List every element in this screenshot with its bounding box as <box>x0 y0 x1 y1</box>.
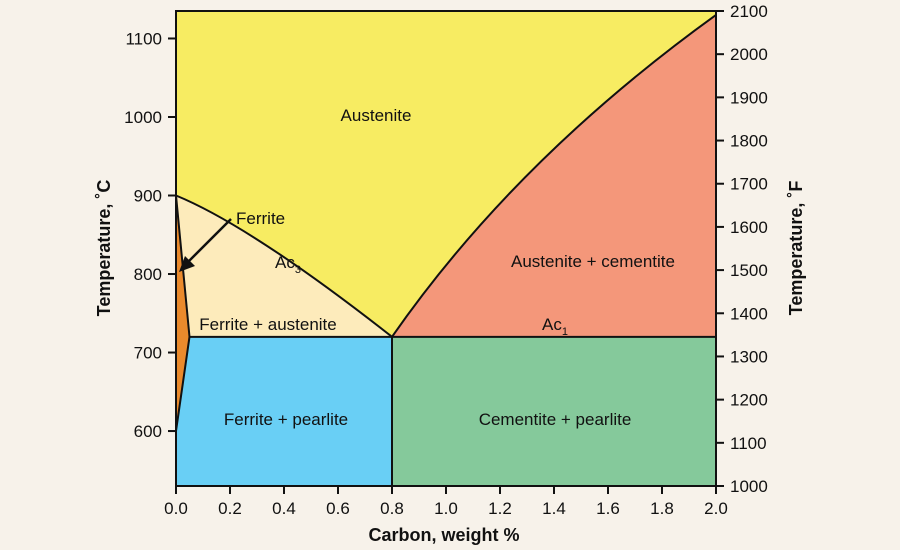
bottom-tick-label: 0.2 <box>218 499 242 518</box>
bottom-tick-label: 1.2 <box>488 499 512 518</box>
region-austenite <box>176 11 716 337</box>
bottom-tick-label: 0.4 <box>272 499 296 518</box>
bottom-tick-label: 2.0 <box>704 499 728 518</box>
right-tick-label: 2000 <box>730 45 768 64</box>
bottom-tick-label: 1.0 <box>434 499 458 518</box>
right-tick-label: 1700 <box>730 175 768 194</box>
x-axis-title: Carbon, weight % <box>368 525 519 545</box>
region-ferrite-austenite <box>176 195 392 337</box>
bottom-tick-label: 1.6 <box>596 499 620 518</box>
right-tick-label: 1000 <box>730 477 768 496</box>
bottom-tick-label: 0.0 <box>164 499 188 518</box>
label-ferrite-pearlite: Ferrite + pearlite <box>224 410 348 429</box>
label-ac3: Ac3 <box>275 253 301 276</box>
label-austenite: Austenite <box>341 106 412 125</box>
bottom-tick-label: 1.8 <box>650 499 674 518</box>
right-tick-label: 1300 <box>730 347 768 366</box>
region-ferrite-pearlite <box>176 336 392 486</box>
right-tick-label: 2100 <box>730 2 768 21</box>
label-ferrite-austenite: Ferrite + austenite <box>199 315 337 334</box>
right-tick-label: 1100 <box>730 434 767 453</box>
right-axis-title: Temperature, ˚F <box>786 181 806 316</box>
bottom-axis: 0.0 0.2 0.4 0.6 0.8 1.0 1.2 1.4 1.6 1.8 2.0 <box>164 486 728 518</box>
right-tick-label: 1600 <box>730 218 768 237</box>
left-axis: 600 700 800 900 1000 1100 <box>124 29 176 441</box>
acm-line <box>391 14 717 338</box>
ferrite-solvus-line <box>175 195 191 432</box>
left-tick-label: 600 <box>134 422 162 441</box>
right-tick-label: 1800 <box>730 132 768 151</box>
right-tick-label: 1500 <box>730 261 768 280</box>
label-cementite-pearlite: Cementite + pearlite <box>479 410 632 429</box>
region-ferrite <box>176 195 190 432</box>
right-axis: 1000 1100 1200 1300 1400 1500 1600 1700 1800 1900… <box>716 2 768 496</box>
ac3-line <box>175 194 393 338</box>
right-tick-label: 1900 <box>730 88 768 107</box>
bottom-tick-label: 0.6 <box>326 499 350 518</box>
right-tick-label: 1200 <box>730 391 768 410</box>
bottom-tick-label: 0.8 <box>380 499 404 518</box>
label-ferrite: Ferrite <box>236 209 285 228</box>
ferrite-pointer-arrow <box>187 218 232 263</box>
region-cementite-pearlite <box>392 336 716 486</box>
left-tick-label: 700 <box>134 344 162 363</box>
left-axis-title: Temperature, ˚C <box>94 180 114 317</box>
right-tick-label: 1400 <box>730 304 768 323</box>
left-tick-label: 1000 <box>124 108 162 127</box>
bottom-tick-label: 1.4 <box>542 499 566 518</box>
ferrite-pointer-arrowhead <box>179 256 195 272</box>
region-austenite-cementite <box>392 14 716 337</box>
left-tick-label: 900 <box>134 187 162 206</box>
label-austenite-cementite: Austenite + cementite <box>511 252 675 271</box>
left-tick-label: 1100 <box>125 29 162 48</box>
label-ac1: Ac1 <box>542 315 568 338</box>
left-tick-label: 800 <box>134 265 162 284</box>
